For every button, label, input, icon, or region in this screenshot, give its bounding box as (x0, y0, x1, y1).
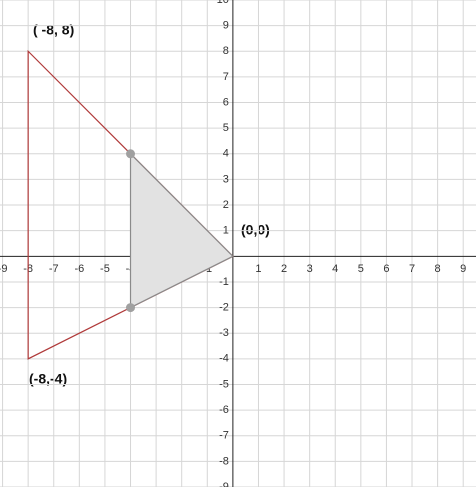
y-tick-label: 1 (223, 225, 229, 237)
annotation: (-8,-4) (29, 371, 67, 387)
x-tick-label: 4 (332, 263, 338, 275)
y-tick-label: -5 (219, 378, 229, 390)
y-tick-label: 4 (223, 148, 229, 160)
y-tick-label: -7 (219, 430, 229, 442)
y-tick-label: 5 (223, 122, 229, 134)
y-tick-label: 10 (217, 0, 229, 6)
polygon (129, 152, 234, 309)
x-tick-label: 8 (435, 263, 441, 275)
x-tick-label: 7 (409, 263, 415, 275)
annotation: (0,0) (241, 222, 270, 238)
y-tick-label: 2 (223, 199, 229, 211)
y-tick-label: 7 (223, 71, 229, 83)
y-tick-label: -3 (219, 327, 229, 339)
y-tick-label: -6 (219, 404, 229, 416)
point (126, 149, 136, 159)
x-tick-label: -6 (74, 263, 84, 275)
y-tick-label: 9 (223, 20, 229, 32)
y-tick-label: -1 (219, 276, 229, 288)
y-tick-label: -9 (219, 481, 229, 487)
x-tick-label: -9 (0, 263, 7, 275)
y-tick-label: 8 (223, 45, 229, 57)
x-tick-label: 2 (281, 263, 287, 275)
y-tick-label: 3 (223, 173, 229, 185)
y-tick-label: -8 (219, 455, 229, 467)
x-tick-label: 1 (255, 263, 261, 275)
y-tick-label: -2 (219, 301, 229, 313)
y-tick-label: -4 (219, 353, 229, 365)
y-tick-label: 6 (223, 96, 229, 108)
x-tick-label: 5 (358, 263, 364, 275)
x-tick-label: 3 (307, 263, 313, 275)
x-tick-label: 9 (460, 263, 466, 275)
point (126, 303, 136, 313)
x-tick-label: -7 (49, 263, 59, 275)
x-tick-label: 6 (383, 263, 389, 275)
x-tick-label: -5 (100, 263, 110, 275)
